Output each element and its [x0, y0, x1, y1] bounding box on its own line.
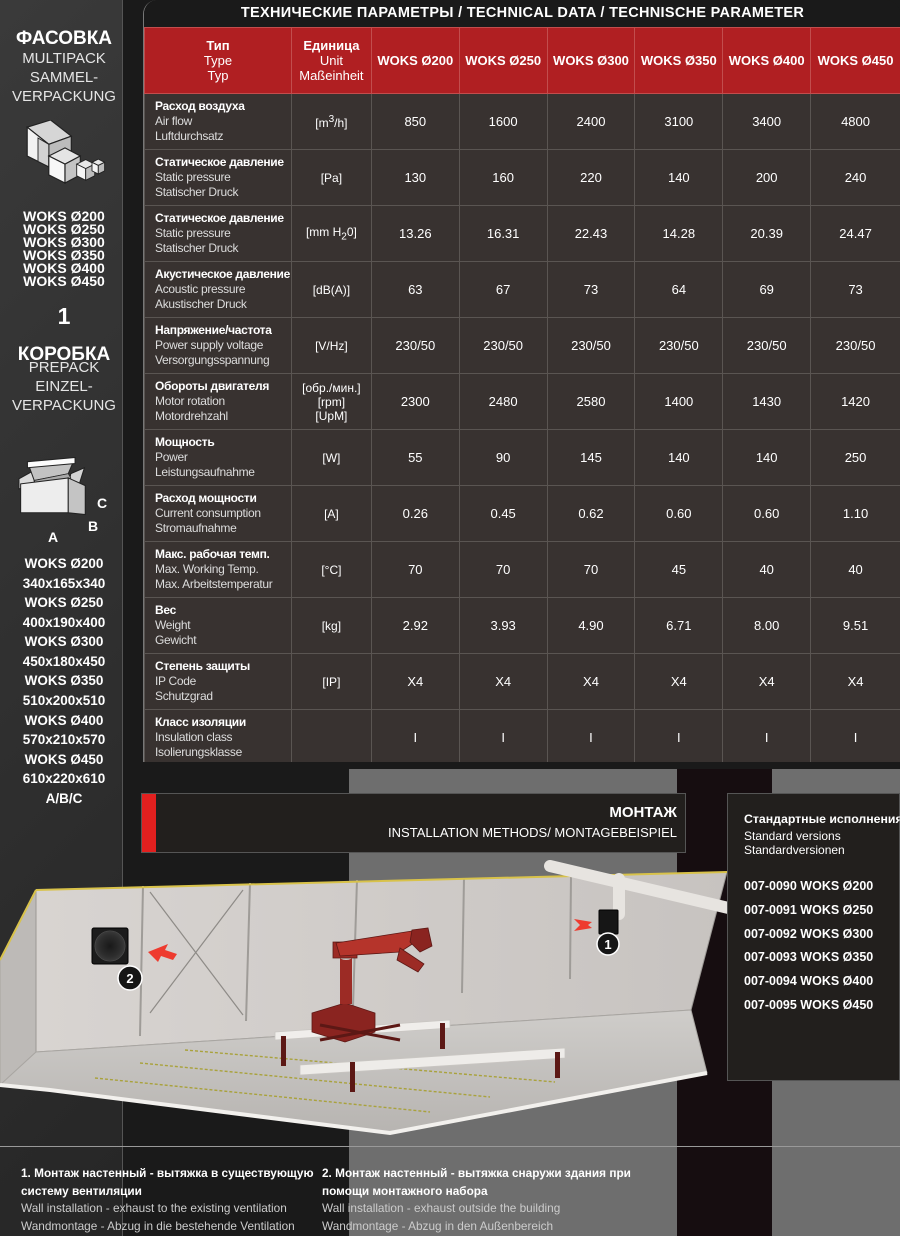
svg-text:2: 2 — [126, 971, 133, 986]
svg-text:1: 1 — [604, 937, 611, 952]
